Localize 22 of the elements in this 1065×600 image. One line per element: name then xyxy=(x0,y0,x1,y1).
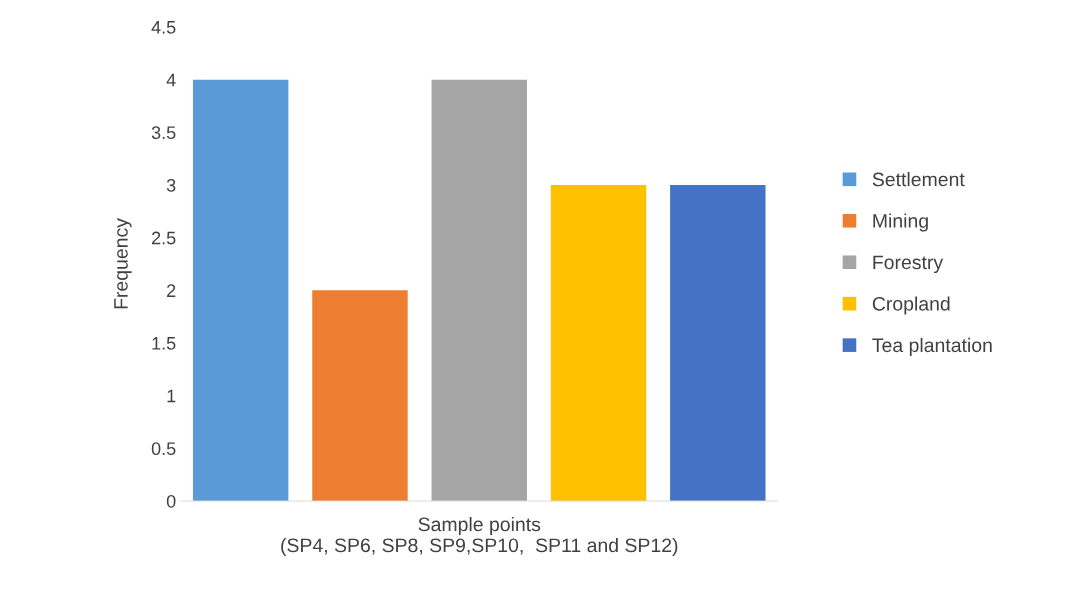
legend-label: Forestry xyxy=(873,255,944,274)
bar xyxy=(670,185,766,501)
y-tick-label: 3.5 xyxy=(151,126,176,140)
legend-label: Mining xyxy=(873,213,928,232)
y-axis-title: Frequency xyxy=(114,218,132,309)
bar xyxy=(312,290,408,501)
legend-label: Cropland xyxy=(872,296,950,315)
x-axis-title: Sample points (SP4, SP6, SP8, SP9,SP10, SP11 and SP12) xyxy=(281,516,678,557)
legend-label: Tea plantation xyxy=(872,337,992,356)
bar xyxy=(431,79,527,501)
y-tick-label: 2.5 xyxy=(152,231,176,245)
legend-label: Settlement xyxy=(872,172,965,187)
y-tick-label: 2 xyxy=(167,284,176,297)
y-tick-label: 0 xyxy=(166,494,176,508)
y-tick-label: 4.5 xyxy=(151,21,176,34)
bar xyxy=(192,79,289,501)
y-tick-label: 3 xyxy=(166,178,176,192)
bar xyxy=(550,185,647,501)
y-tick-label: 1 xyxy=(167,389,176,403)
y-tick-label: 4 xyxy=(166,73,176,87)
y-tick-label: 0.5 xyxy=(151,442,176,456)
y-tick-label: 1.5 xyxy=(152,337,176,350)
